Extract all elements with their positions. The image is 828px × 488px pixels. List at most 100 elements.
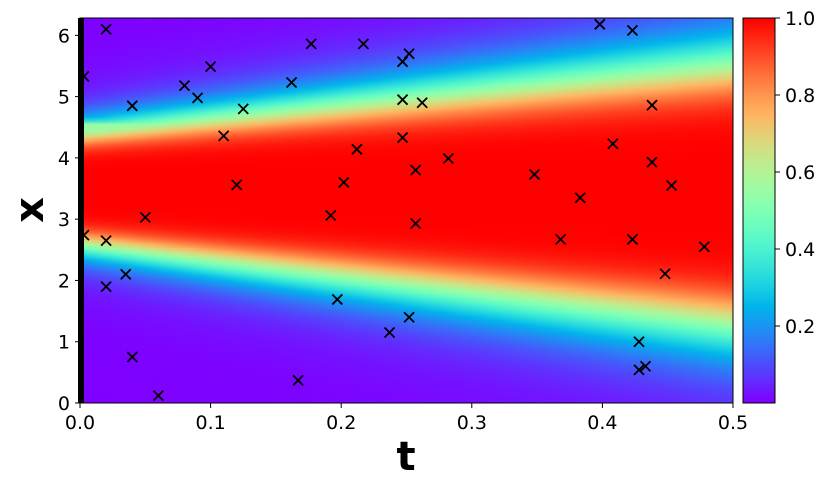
left-boundary-bar (78, 18, 84, 403)
marker-stroke (442, 152, 454, 165)
marker-stroke (100, 280, 112, 293)
marker-stroke (178, 79, 191, 92)
sample-point-marker (594, 18, 606, 30)
sample-point-marker (574, 192, 586, 204)
marker-stroke (383, 326, 396, 339)
marker-stroke (659, 268, 671, 280)
sample-point-marker (120, 268, 132, 280)
marker-stroke (325, 209, 337, 222)
marker-stroke (218, 130, 230, 142)
sample-point-marker (305, 38, 317, 50)
marker-stroke (139, 211, 151, 223)
y-tick-label: 6 (58, 25, 70, 47)
x-tick-label: 0.2 (326, 412, 356, 434)
marker-stroke (665, 179, 678, 192)
marker-stroke (607, 138, 619, 150)
sample-point-marker (442, 152, 454, 165)
sample-point-marker (100, 234, 112, 247)
marker-stroke (331, 293, 343, 306)
x-tick-label: 0.5 (718, 412, 748, 434)
sample-point-marker (325, 209, 337, 222)
sample-point-marker (626, 24, 639, 37)
sample-point-marker (237, 103, 249, 115)
sample-point-marker (178, 79, 191, 92)
marker-stroke (292, 374, 304, 386)
marker-stroke (554, 233, 567, 246)
colorbar-frame (742, 17, 776, 404)
marker-stroke (351, 143, 363, 155)
sample-point-marker (191, 92, 204, 104)
sample-point-marker (396, 132, 409, 144)
marker-stroke (120, 268, 132, 280)
sample-point-marker (396, 56, 409, 68)
marker-stroke (396, 56, 409, 68)
sample-point-marker (626, 233, 639, 246)
sample-point-marker (100, 280, 112, 293)
y-tick-label: 4 (58, 148, 70, 170)
sample-point-marker (357, 38, 370, 50)
marker-stroke (646, 99, 658, 111)
marker-stroke (126, 351, 138, 363)
marker-stroke (410, 164, 422, 176)
y-tick-label: 3 (58, 209, 70, 231)
plot-frame (79, 17, 734, 404)
y-tick-label: 0 (58, 393, 70, 415)
colorbar-ticks: 0.2 0.4 0.6 0.8 1.0 (775, 8, 815, 338)
marker-stroke (528, 168, 541, 181)
colorbar-tick-label: 0.4 (785, 239, 815, 261)
marker-stroke (100, 23, 112, 35)
marker-stroke (646, 156, 658, 168)
marker-stroke (698, 241, 710, 253)
colorbar-tick-label: 0.6 (785, 162, 815, 184)
colorbar-tick-label: 0.2 (785, 316, 815, 338)
marker-stroke (396, 132, 409, 144)
sample-point-marker (607, 138, 619, 150)
x-tick-label: 0.1 (195, 412, 225, 434)
marker-stroke (231, 179, 243, 191)
sample-point-marker (633, 364, 645, 376)
sample-point-marker (646, 156, 658, 168)
marker-stroke (574, 192, 586, 204)
sample-point-marker (383, 326, 396, 339)
colorbar-tick-label: 1.0 (785, 8, 815, 30)
x-tick-label: 0.4 (587, 412, 617, 434)
marker-stroke (633, 336, 645, 348)
sample-point-marker (403, 48, 415, 60)
marker-stroke (191, 92, 204, 104)
marker-stroke (338, 176, 350, 189)
marker-stroke (204, 60, 217, 73)
sample-point-marker (410, 164, 422, 176)
sample-point-marker (100, 23, 112, 35)
marker-stroke (416, 97, 428, 109)
marker-stroke (639, 360, 652, 372)
marker-stroke (78, 229, 90, 241)
sample-point-marker (416, 97, 428, 109)
sample-point-marker (403, 311, 415, 323)
marker-stroke (626, 24, 639, 37)
sample-point-marker (698, 241, 710, 253)
marker-stroke (403, 311, 415, 323)
sample-point-marker (396, 94, 409, 106)
sample-point-marker (410, 217, 422, 230)
sample-point-marker (152, 390, 164, 402)
sample-point-marker (204, 60, 217, 73)
sample-point-marker (126, 100, 138, 112)
colorbar: 0.2 0.4 0.6 0.8 1.0 (742, 8, 815, 404)
marker-stroke (626, 233, 639, 246)
y-tick-label: 5 (58, 87, 70, 109)
sample-point-marker (633, 336, 645, 348)
sample-point-marker (659, 268, 671, 280)
sample-point-marker (78, 70, 90, 83)
marker-stroke (285, 76, 298, 89)
marker-stroke (237, 103, 249, 115)
marker-stroke (410, 217, 422, 230)
sample-point-marker (528, 168, 541, 181)
marker-stroke (305, 38, 317, 50)
x-tick-label: 0.3 (457, 412, 487, 434)
sample-point-marker (639, 360, 652, 372)
marker-stroke (357, 38, 370, 50)
sample-point-marker (285, 76, 298, 89)
marker-stroke (100, 234, 112, 247)
marker-stroke (594, 18, 606, 30)
